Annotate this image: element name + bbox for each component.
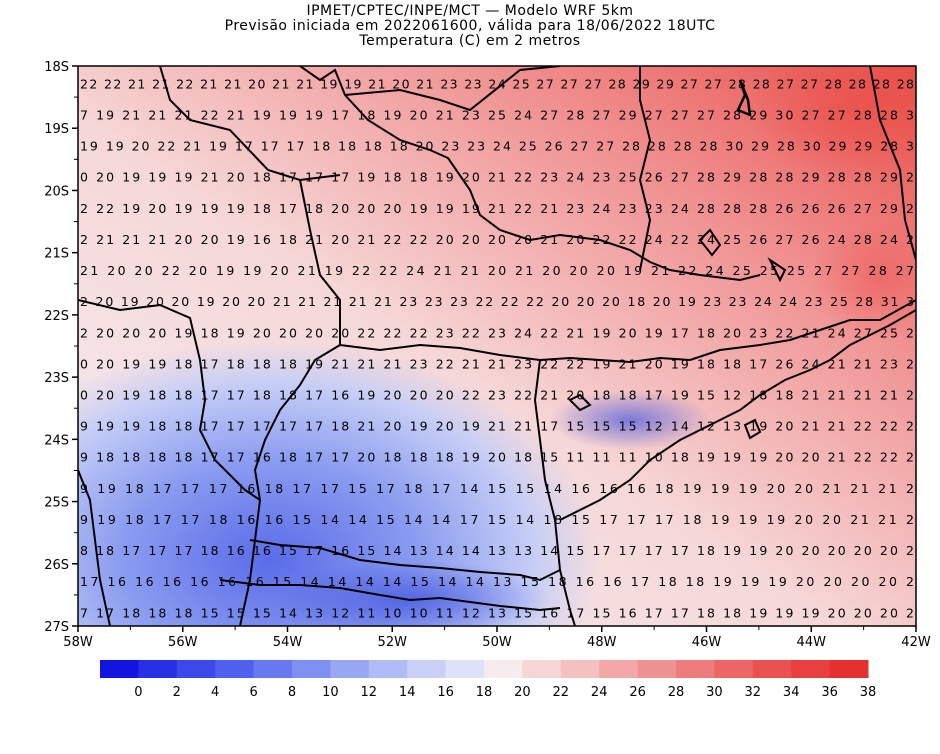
colorbar-swatch-2 bbox=[176, 660, 216, 678]
colorbar-swatch-3 bbox=[215, 660, 255, 678]
lat-label-8: 26S bbox=[44, 558, 69, 573]
lat-label-9: 27S bbox=[44, 620, 69, 635]
lon-label-3: 52W bbox=[378, 635, 408, 650]
lon-label-7: 44W bbox=[797, 635, 827, 650]
lat-label-1: 19S bbox=[44, 122, 69, 137]
colorbar-swatch-14 bbox=[637, 660, 677, 678]
colorbar-tick-10: 10 bbox=[322, 685, 339, 700]
colorbar-tick-26: 26 bbox=[629, 685, 646, 700]
colorbar-tick-24: 24 bbox=[591, 685, 608, 700]
lon-label-4: 50W bbox=[482, 635, 512, 650]
grid-row-0: 22 22 21 21 22 21 21 20 21 21 19 19 21 2… bbox=[80, 76, 914, 91]
lat-label-7: 25S bbox=[44, 496, 69, 511]
colorbar-swatch-19 bbox=[829, 660, 869, 678]
colorbar-tick-38: 38 bbox=[860, 685, 877, 700]
lat-label-0: 18S bbox=[44, 60, 69, 75]
lon-label-0: 58W bbox=[63, 635, 93, 650]
lon-label-8: 42W bbox=[901, 635, 931, 650]
grid-row-2: 19 19 20 22 21 19 17 17 17 18 18 18 18 2… bbox=[80, 139, 914, 154]
colorbar-tick-4: 4 bbox=[211, 685, 219, 700]
lat-label-5: 23S bbox=[44, 371, 69, 386]
state-boundaries bbox=[78, 66, 916, 626]
temperature-field bbox=[78, 66, 916, 626]
colorbar-swatch-17 bbox=[752, 660, 792, 678]
colorbar-swatch-4 bbox=[253, 660, 293, 678]
colorbar-tick-18: 18 bbox=[476, 685, 493, 700]
colorbar-tick-22: 22 bbox=[553, 685, 570, 700]
title-line-variable: Temperatura (C) em 2 metros bbox=[359, 33, 581, 49]
colorbar-swatch-6 bbox=[330, 660, 370, 678]
colorbar-swatch-1 bbox=[138, 660, 178, 678]
colorbar: 0 2 4 6 8 10 12 14 16 18 20 22 24 26 28 30 32 34 36 38 bbox=[100, 660, 876, 700]
lon-label-5: 48W bbox=[587, 635, 617, 650]
lat-label-4: 22S bbox=[44, 309, 69, 324]
colorbar-tick-20: 20 bbox=[514, 685, 531, 700]
colorbar-swatch-8 bbox=[407, 660, 447, 678]
lon-label-1: 56W bbox=[168, 635, 198, 650]
colorbar-swatch-18 bbox=[791, 660, 831, 678]
lon-label-6: 46W bbox=[692, 635, 722, 650]
colorbar-tick-6: 6 bbox=[249, 685, 257, 700]
lat-label-2: 20S bbox=[44, 184, 69, 199]
colorbar-swatch-9 bbox=[445, 660, 485, 678]
colorbar-swatch-5 bbox=[292, 660, 331, 678]
colorbar-tick-12: 12 bbox=[361, 685, 378, 700]
colorbar-swatch-12 bbox=[560, 660, 600, 678]
lon-label-2: 54W bbox=[273, 635, 303, 650]
lat-label-6: 24S bbox=[44, 433, 69, 448]
colorbar-swatch-7 bbox=[368, 660, 408, 678]
colorbar-swatch-10 bbox=[484, 660, 523, 678]
colorbar-tick-32: 32 bbox=[745, 685, 762, 700]
latitude-axis: 18S 19S 20S 21S 22S 23S 24S 25S 26S 27S bbox=[44, 60, 78, 635]
colorbar-tick-14: 14 bbox=[399, 685, 416, 700]
colorbar-tick-2: 2 bbox=[173, 685, 181, 700]
longitude-axis: 58W 56W 54W 52W 50W 48W 46W 44W 42W bbox=[63, 626, 931, 650]
grid-row-7: 2 20 19 20 20 19 20 20 21 21 21 21 21 23… bbox=[80, 294, 914, 309]
colorbar-tick-8: 8 bbox=[288, 685, 296, 700]
title-line-forecast: Previsão iniciada em 2022061600, válida … bbox=[224, 18, 716, 34]
colorbar-tick-0: 0 bbox=[134, 685, 142, 700]
colorbar-tick-16: 16 bbox=[437, 685, 454, 700]
colorbar-tick-36: 36 bbox=[821, 685, 838, 700]
lat-label-3: 21S bbox=[44, 247, 69, 262]
colorbar-tick-30: 30 bbox=[706, 685, 723, 700]
colorbar-tick-34: 34 bbox=[783, 685, 800, 700]
chart-title-block: IPMET/CPTEC/INPE/MCT — Modelo WRF 5km Pr… bbox=[0, 4, 940, 49]
colorbar-swatch-16 bbox=[714, 660, 754, 678]
colorbar-swatch-0 bbox=[100, 660, 139, 678]
colorbar-tick-28: 28 bbox=[668, 685, 685, 700]
colorbar-swatch-13 bbox=[599, 660, 639, 678]
title-line-model: IPMET/CPTEC/INPE/MCT — Modelo WRF 5km bbox=[306, 3, 634, 19]
colorbar-swatch-11 bbox=[522, 660, 562, 678]
colorbar-swatch-15 bbox=[676, 660, 715, 678]
grid-row-16: 17 16 16 16 16 16 16 15 14 14 14 14 15 1… bbox=[80, 574, 914, 589]
